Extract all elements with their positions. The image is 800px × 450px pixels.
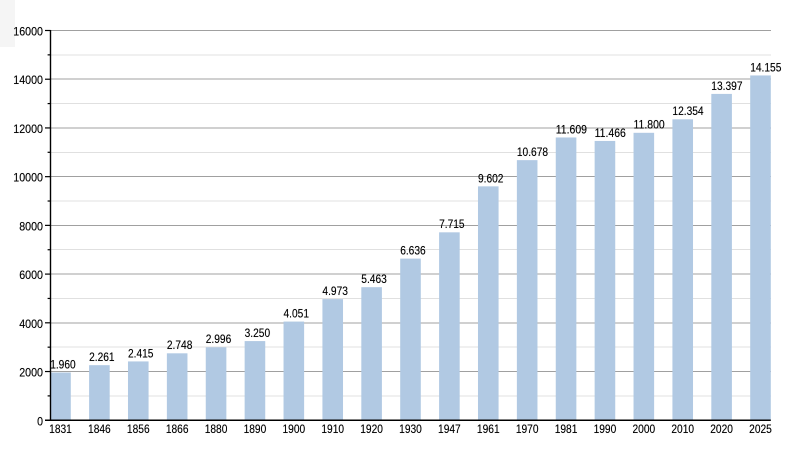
svg-text:2.415: 2.415 (128, 346, 154, 360)
svg-text:2.748: 2.748 (167, 338, 193, 352)
svg-text:12000: 12000 (13, 122, 43, 136)
svg-text:1930: 1930 (399, 422, 422, 436)
svg-text:7.715: 7.715 (439, 217, 465, 231)
svg-text:8000: 8000 (19, 219, 43, 233)
svg-text:16000: 16000 (13, 25, 43, 39)
svg-text:1981: 1981 (555, 422, 578, 436)
svg-text:14000: 14000 (13, 73, 43, 87)
svg-text:2000: 2000 (632, 422, 655, 436)
svg-text:2020: 2020 (710, 422, 733, 436)
svg-text:0: 0 (37, 414, 43, 428)
svg-text:1920: 1920 (360, 422, 383, 436)
svg-text:2010: 2010 (671, 422, 694, 436)
svg-text:10000: 10000 (13, 171, 43, 185)
svg-text:1866: 1866 (166, 422, 189, 436)
svg-text:4000: 4000 (19, 317, 43, 331)
svg-text:1.960: 1.960 (50, 357, 76, 371)
svg-text:1947: 1947 (438, 422, 461, 436)
svg-text:9.602: 9.602 (478, 171, 504, 185)
svg-text:1880: 1880 (205, 422, 228, 436)
svg-text:4.051: 4.051 (284, 306, 310, 320)
svg-text:3.250: 3.250 (245, 326, 271, 340)
svg-text:1846: 1846 (88, 422, 111, 436)
svg-text:2.261: 2.261 (89, 350, 115, 364)
svg-text:1990: 1990 (594, 422, 617, 436)
svg-text:2000: 2000 (19, 366, 43, 380)
svg-text:1910: 1910 (321, 422, 344, 436)
svg-text:6.636: 6.636 (400, 244, 426, 258)
svg-text:10.678: 10.678 (517, 145, 548, 159)
svg-text:1900: 1900 (282, 422, 305, 436)
svg-text:2.996: 2.996 (206, 332, 232, 346)
svg-text:2025: 2025 (749, 422, 772, 436)
svg-text:11.466: 11.466 (595, 126, 626, 140)
svg-text:5.463: 5.463 (361, 272, 387, 286)
svg-text:1856: 1856 (127, 422, 150, 436)
svg-text:1961: 1961 (477, 422, 500, 436)
svg-text:12.354: 12.354 (672, 104, 703, 118)
svg-text:1890: 1890 (244, 422, 267, 436)
svg-text:13.397: 13.397 (711, 79, 742, 93)
svg-text:1831: 1831 (49, 422, 72, 436)
svg-text:6000: 6000 (19, 268, 43, 282)
svg-text:4.973: 4.973 (322, 284, 348, 298)
svg-text:1970: 1970 (516, 422, 539, 436)
svg-text:11.800: 11.800 (634, 118, 665, 132)
svg-text:14.155: 14.155 (750, 60, 781, 74)
svg-text:11.609: 11.609 (556, 122, 587, 136)
